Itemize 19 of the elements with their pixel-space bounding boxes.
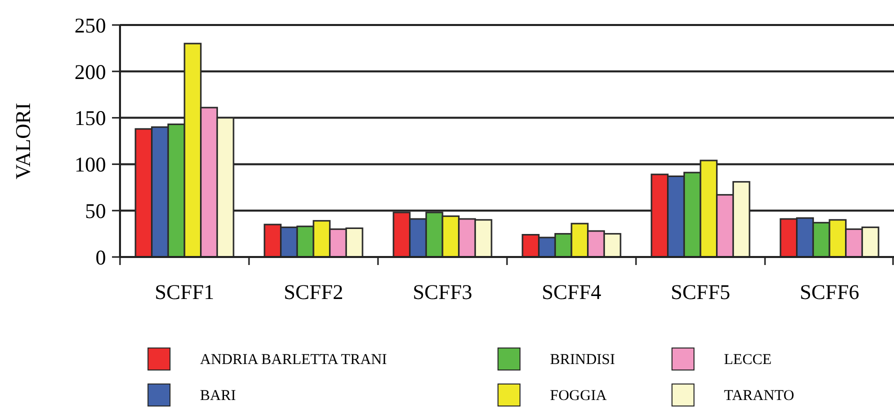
- x-tick-label: SCFF4: [542, 280, 602, 304]
- x-tick-label: SCFF2: [284, 280, 344, 304]
- x-tick-label: SCFF6: [800, 280, 860, 304]
- legend-label: TARANTO: [724, 388, 794, 404]
- y-axis-title: VALORI: [11, 102, 35, 180]
- legend-label: LECCE: [724, 352, 772, 368]
- x-tick-label: SCFF3: [412, 280, 472, 304]
- y-tick-label: 150: [74, 106, 106, 130]
- y-tick-label: 0: [96, 245, 106, 270]
- legend-label: FOGGIA: [550, 388, 607, 404]
- legend-label: BARI: [200, 388, 236, 404]
- y-tick-label: 50: [85, 198, 106, 223]
- y-tick-label: 200: [74, 60, 106, 84]
- x-tick-label: SCFF5: [670, 280, 730, 304]
- legend-label: ANDRIA BARLETTA TRANI: [200, 352, 387, 368]
- legend-label: BRINDISI: [550, 352, 616, 368]
- x-tick-label: SCFF1: [154, 280, 214, 304]
- y-tick-label: 250: [74, 13, 106, 38]
- y-tick-label: 100: [74, 152, 106, 177]
